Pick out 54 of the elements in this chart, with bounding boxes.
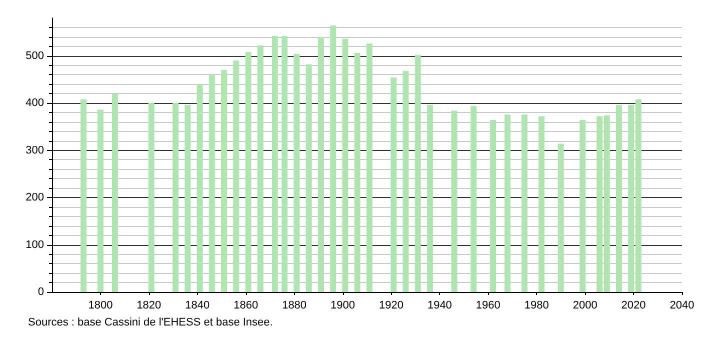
bar <box>342 38 348 292</box>
bar <box>504 114 511 292</box>
y-tick-label: 500 <box>26 50 44 62</box>
x-tick-label: 1920 <box>378 300 404 312</box>
y-tick-label: 300 <box>26 144 44 156</box>
bar <box>306 64 312 292</box>
bar <box>196 84 203 292</box>
bar <box>427 104 433 292</box>
bar <box>538 116 544 292</box>
source-note: Sources : base Cassini de l'EHESS et base Insee. <box>28 316 273 328</box>
x-tick-label: 1940 <box>427 300 452 312</box>
bar <box>172 103 179 292</box>
x-tick-label: 1980 <box>524 300 549 312</box>
bar <box>233 60 240 292</box>
bar <box>221 70 228 292</box>
y-tick-label: 100 <box>26 238 44 251</box>
bar <box>414 54 421 292</box>
x-tick-label: 2040 <box>670 300 694 312</box>
bar <box>470 106 477 292</box>
x-tick-label: 1880 <box>282 300 307 312</box>
bar <box>451 110 458 292</box>
bar <box>330 26 336 292</box>
bar <box>245 52 252 292</box>
bar <box>616 104 622 292</box>
bar <box>558 144 564 292</box>
bar <box>148 103 154 292</box>
x-tick-label: 1800 <box>88 300 113 312</box>
x-tick-label: 1900 <box>330 300 356 312</box>
bar <box>272 36 278 292</box>
x-tick-label: 2020 <box>621 300 646 312</box>
bar <box>112 94 118 292</box>
bar <box>257 45 264 292</box>
x-tick-label: 1840 <box>185 300 210 312</box>
y-tick-label: 0 <box>38 286 44 298</box>
x-tick-label: 2000 <box>572 300 598 312</box>
bar <box>490 120 496 292</box>
bar <box>80 99 86 292</box>
bar <box>318 36 324 292</box>
y-tick-label: 400 <box>26 97 44 110</box>
bar <box>97 110 104 292</box>
bar <box>294 54 300 292</box>
x-tick-label: 1960 <box>476 300 500 312</box>
bar <box>402 70 409 292</box>
bar <box>208 75 215 292</box>
bar <box>282 36 288 292</box>
bar <box>390 78 397 292</box>
bar <box>354 52 360 292</box>
bar <box>184 104 191 292</box>
bar <box>366 44 372 292</box>
x-tick-label: 1820 <box>136 300 162 312</box>
x-tick-label: 1860 <box>234 300 258 312</box>
bar <box>580 120 586 292</box>
y-tick-label: 200 <box>26 192 44 204</box>
bar <box>522 114 528 292</box>
